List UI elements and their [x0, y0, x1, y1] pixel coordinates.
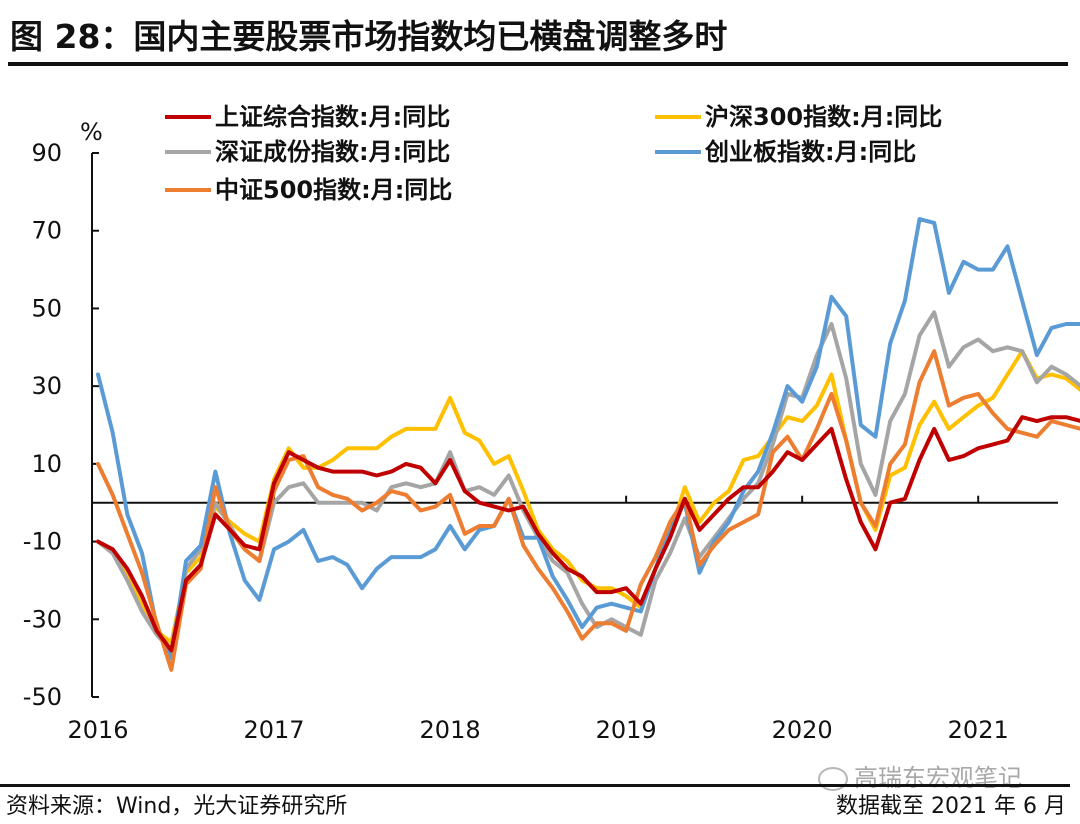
y-tick-label: -10	[23, 528, 62, 556]
series-line-4	[96, 217, 1080, 661]
x-tick-label: 2020	[772, 716, 833, 744]
title-divider	[8, 62, 1068, 66]
legend-label: 沪深300指数:月:同比	[705, 103, 942, 131]
y-tick-label: 50	[31, 294, 62, 322]
series-line-1	[96, 415, 1080, 653]
x-tick-label: 2016	[67, 716, 128, 744]
x-tick-label: 2018	[420, 716, 481, 744]
y-tick-label: 70	[31, 217, 62, 245]
watermark-text: 高瑞东宏观笔记	[854, 764, 1022, 792]
figure-title: 图 28：国内主要股票市场指数均已横盘调整多时	[10, 17, 728, 56]
wechat-icon	[818, 767, 848, 791]
source-note: 资料来源：Wind，光大证券研究所	[6, 794, 348, 819]
data-as-of-note: 数据截至 2021 年 6 月	[836, 794, 1066, 819]
series-line-3	[96, 310, 1080, 653]
chart-series	[96, 217, 1080, 672]
y-tick-label: 10	[31, 450, 62, 478]
series-line-2	[96, 349, 1080, 645]
x-tick-label: 2021	[948, 716, 1009, 744]
legend-label: 上证综合指数:月:同比	[215, 103, 450, 131]
x-tick-label: 2017	[244, 716, 305, 744]
y-tick-label: 90	[31, 139, 62, 167]
y-unit-label: %	[80, 118, 103, 146]
chart-axes: 90 70 50 30 10 -10 -30 -50% 2016 2017 2018 2019 2020…	[23, 118, 1058, 744]
y-tick-label: -30	[23, 605, 62, 633]
legend-label: 创业板指数:月:同比	[704, 138, 916, 166]
y-tick-label: 30	[31, 372, 62, 400]
x-tick-label: 2019	[596, 716, 657, 744]
legend-label: 中证500指数:月:同比	[215, 176, 452, 204]
watermark: 高瑞东宏观笔记	[818, 758, 1022, 793]
legend-label: 深证成份指数:月:同比	[215, 138, 450, 166]
y-tick-label: -50	[23, 683, 62, 711]
series-line-5	[96, 349, 1080, 672]
footer-divider	[0, 784, 1070, 787]
